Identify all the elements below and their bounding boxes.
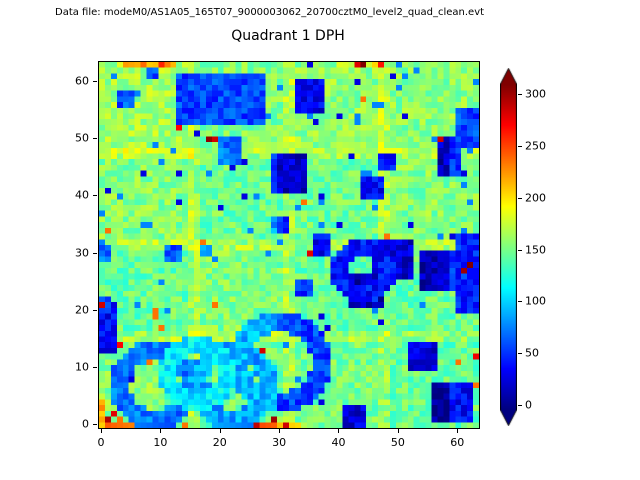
y-tick-label: 20	[75, 303, 89, 317]
colorbar-tick-label: 50	[525, 346, 539, 360]
colorbar-tick-mark	[518, 94, 522, 96]
x-tick-label: 50	[390, 436, 405, 449]
x-tick-label: 10	[153, 436, 168, 449]
y-tick-mark	[93, 138, 97, 140]
y-tick-mark	[93, 309, 97, 311]
x-tick-label: 40	[331, 436, 346, 449]
colorbar-tick-mark	[518, 353, 522, 355]
data-file-annotation: Data file: modeM0/AS1A05_165T07_90000030…	[55, 7, 485, 18]
y-tick-mark	[93, 81, 97, 83]
colorbar-tick-label: 250	[525, 139, 546, 153]
plot-area	[98, 61, 480, 429]
colorbar	[500, 68, 517, 426]
y-tick-mark	[93, 424, 97, 426]
y-tick-label: 0	[82, 417, 89, 431]
y-tick-label: 10	[75, 360, 89, 374]
x-tick-mark	[219, 429, 221, 433]
y-tick-label: 40	[75, 188, 89, 202]
colorbar-tick-mark	[518, 301, 522, 303]
x-tick-mark	[338, 429, 340, 433]
colorbar-tick-label: 100	[525, 294, 546, 308]
x-tick-label: 60	[450, 436, 465, 449]
x-tick-label: 20	[212, 436, 227, 449]
x-tick-mark	[457, 429, 459, 433]
colorbar-tick-label: 150	[525, 243, 546, 257]
x-tick-mark	[397, 429, 399, 433]
colorbar-tick-label: 0	[525, 398, 532, 412]
chart-title: Quadrant 1 DPH	[231, 28, 345, 44]
y-tick-label: 30	[75, 246, 89, 260]
colorbar-tick-mark	[518, 249, 522, 251]
colorbar-tick-mark	[518, 197, 522, 199]
colorbar-tick-mark	[518, 404, 522, 406]
x-tick-mark	[279, 429, 281, 433]
y-tick-mark	[93, 366, 97, 368]
colorbar-tick-label: 200	[525, 191, 546, 205]
colorbar-tick-mark	[518, 146, 522, 148]
x-tick-mark	[160, 429, 162, 433]
x-tick-label: 30	[272, 436, 287, 449]
heatmap-canvas	[99, 62, 479, 428]
x-tick-label: 0	[97, 436, 105, 449]
y-tick-label: 50	[75, 131, 89, 145]
y-tick-label: 60	[75, 74, 89, 88]
y-tick-mark	[93, 252, 97, 254]
y-tick-mark	[93, 195, 97, 197]
x-tick-mark	[100, 429, 102, 433]
colorbar-tick-label: 300	[525, 87, 546, 101]
